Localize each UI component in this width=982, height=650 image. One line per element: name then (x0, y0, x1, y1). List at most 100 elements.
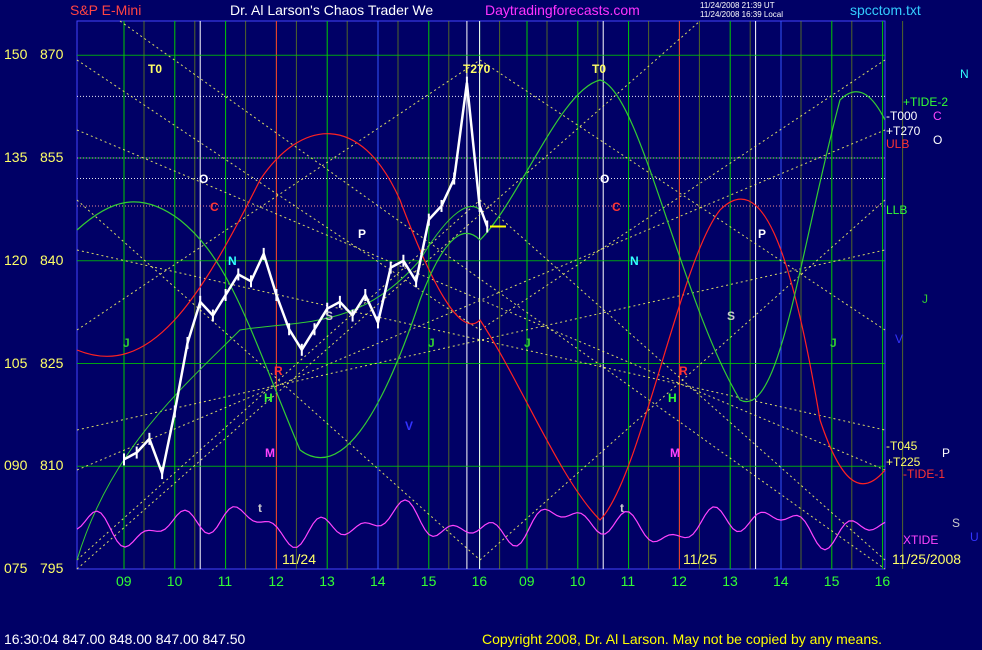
y-tick-left: 135 (4, 149, 28, 165)
x-tick-hour: 15 (823, 573, 840, 589)
cycle-line (76, 129, 886, 471)
date-label: 11/24 (282, 551, 316, 567)
cycle-point-label: T0 (148, 62, 162, 76)
right-axis-label: J (922, 292, 928, 306)
y-tick-price: 870 (40, 46, 64, 63)
right-axis-label: -TIDE-1 (903, 467, 945, 481)
quote-line: 16:30:04 847.00 848.00 847.00 847.50 (4, 631, 246, 647)
x-tick-hour: 10 (166, 573, 183, 589)
cycle-point-label: V (405, 419, 413, 433)
x-tick-hour: 09 (116, 573, 132, 589)
cycle-point-label: S (325, 309, 333, 323)
copyright-line: Copyright 2008, Dr. Al Larson. May not b… (482, 631, 883, 647)
y-tick-price: 855 (40, 149, 64, 165)
cycle-point-label: t (258, 501, 262, 515)
right-axis-label: U (970, 530, 979, 544)
cycle-line (76, 59, 481, 331)
utc-stamp: 11/24/2008 21:39 UT (700, 1, 775, 10)
y-tick-left: 120 (4, 251, 28, 268)
cycle-line (479, 59, 886, 331)
cycle-point-label: J (524, 336, 531, 350)
y-tick-price: 795 (40, 560, 64, 576)
cycle-point-label: R (274, 364, 283, 378)
date-label: 11/25 (683, 551, 717, 567)
right-axis-label: +TIDE-2 (903, 95, 949, 109)
right-axis-label: ULB (886, 137, 910, 151)
cycle-point-label: H (264, 391, 273, 405)
x-tick-hour: 11 (620, 573, 636, 589)
red-cycle-curve (76, 133, 886, 521)
x-tick-hour: 09 (519, 573, 535, 589)
right-axis-label: +T225 (886, 455, 921, 469)
y-tick-left: 150 (4, 46, 28, 63)
cycle-point-label: T270 (463, 62, 491, 76)
cycle-point-label: C (612, 200, 621, 214)
x-tick-hour: 13 (319, 573, 335, 589)
x-tick-hour: 14 (370, 573, 386, 589)
instrument-label: S&P E-Mini (70, 2, 142, 18)
x-tick-hour: 12 (268, 573, 284, 589)
right-axis-label: LLB (886, 203, 908, 217)
xtide-wave (76, 499, 886, 551)
right-axis-label: -T045 (886, 439, 918, 453)
x-tick-hour: 14 (773, 573, 789, 589)
right-axis-label: XTIDE (903, 533, 939, 547)
cycle-point-label: J (830, 336, 837, 350)
cycle-line (479, 59, 886, 331)
cycle-line (76, 20, 701, 570)
cycle-point-label: O (600, 172, 609, 186)
x-tick-hour: 13 (722, 573, 738, 589)
x-tick-hour: 12 (671, 573, 687, 589)
x-tick-hour: 10 (569, 573, 586, 589)
right-axis-label: N (960, 67, 969, 81)
cycle-point-label: N (228, 254, 237, 268)
date-label: 11/25/2008 (892, 551, 962, 567)
y-tick-price: 810 (40, 457, 64, 474)
cycle-point-label: N (630, 254, 639, 268)
x-tick-hour: 16 (874, 573, 891, 589)
cycle-point-label: T0 (592, 62, 606, 76)
local-stamp: 11/24/2008 16:39 Local (700, 10, 784, 19)
cycle-point-label: J (123, 336, 130, 350)
cycle-point-label: C (210, 200, 219, 214)
cycle-point-label: J (428, 336, 435, 350)
cycle-line (479, 199, 886, 561)
file-label: spcctom.txt (850, 2, 921, 18)
right-axis-label: S (952, 516, 961, 530)
x-tick-hour: 16 (471, 573, 488, 589)
right-axis-label: V (895, 332, 904, 346)
y-tick-price: 825 (40, 354, 64, 371)
price-line (123, 82, 489, 478)
right-axis-label: -T000 (886, 109, 918, 123)
cycle-point-label: H (668, 391, 677, 405)
y-tick-left: 090 (4, 457, 28, 474)
cycle-point-label: M (265, 446, 275, 460)
cycle-line (76, 59, 481, 331)
cycle-point-label: P (758, 227, 766, 241)
right-axis-label: O (933, 133, 943, 147)
cycle-line (119, 20, 886, 570)
website-label[interactable]: Daytradingforecasts.com (485, 2, 640, 18)
green-trend-curve (76, 206, 481, 561)
cycle-point-label: M (670, 446, 680, 460)
cycle-point-label: S (727, 309, 735, 323)
cycle-line (76, 129, 886, 471)
y-tick-left: 075 (4, 560, 28, 576)
right-axis-label: P (942, 446, 951, 460)
cycle-line (76, 199, 481, 561)
cycle-point-label: t (620, 501, 624, 515)
y-tick-price: 840 (40, 251, 64, 268)
x-tick-hour: 15 (420, 573, 437, 589)
cycle-point-label: O (199, 172, 208, 186)
y-tick-left: 105 (4, 354, 28, 371)
cycle-point-label: R (679, 364, 688, 378)
green-cycle-curve (76, 79, 886, 459)
chart-title: Dr. Al Larson's Chaos Trader We (230, 2, 434, 18)
x-tick-hour: 11 (217, 573, 233, 589)
right-axis-label: C (933, 109, 942, 123)
right-axis-label: +T270 (886, 124, 921, 138)
plot-frame (76, 20, 886, 570)
cycle-point-label: P (358, 227, 366, 241)
